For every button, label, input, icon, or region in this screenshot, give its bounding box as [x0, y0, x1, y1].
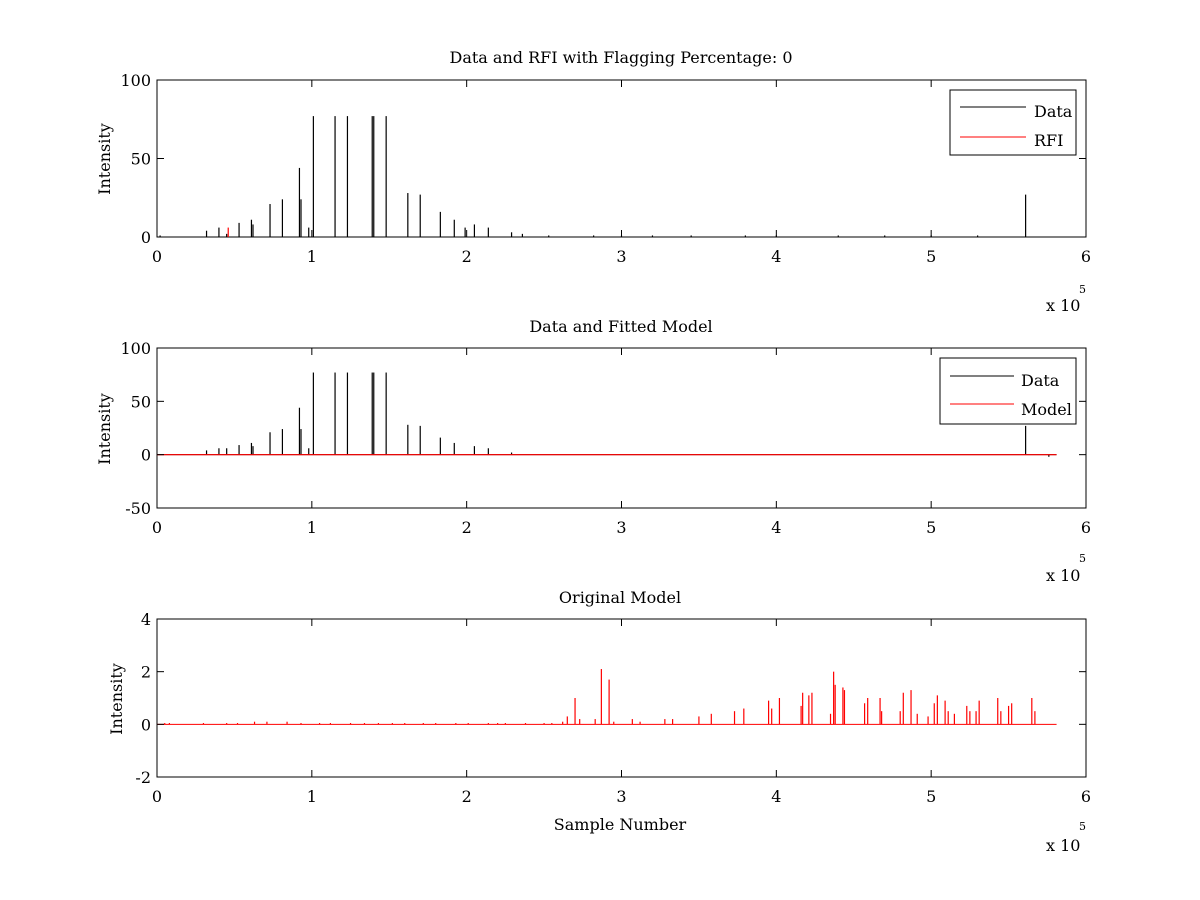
y-tick-label: 0 — [141, 446, 151, 465]
y-tick-label: -2 — [135, 768, 151, 787]
y-tick-label: 100 — [120, 339, 151, 358]
plot-area — [156, 79, 1087, 238]
legend-label-model: Model — [1021, 400, 1072, 419]
legend: Data RFI — [949, 89, 1077, 156]
x-axis-label: Sample Number — [554, 815, 687, 834]
x-tick-label: 2 — [462, 787, 472, 806]
x-multiplier-base: x 10 — [1046, 296, 1080, 315]
x-tick-label: 1 — [307, 518, 317, 537]
series-marks — [157, 669, 1057, 725]
chart-title: Original Model — [559, 588, 681, 607]
x-tick-label: 6 — [1081, 787, 1091, 806]
legend-label-data: Data — [1034, 102, 1073, 121]
x-tick-label: 1 — [307, 247, 317, 266]
y-tick-label: 4 — [141, 610, 151, 629]
y-tick-label: 100 — [120, 71, 151, 90]
x-tick-label: 4 — [771, 518, 781, 537]
x-multiplier-exponent: 5 — [1079, 820, 1086, 833]
x-tick-label: 5 — [926, 787, 936, 806]
x-tick-label: 3 — [616, 518, 626, 537]
x-tick-label: 2 — [462, 247, 472, 266]
panel-rfi: Data and RFI with Flagging Percentage: 0… — [95, 48, 1091, 315]
x-tick-label: 0 — [152, 247, 162, 266]
y-tick-label: -50 — [125, 499, 151, 518]
x-tick-label: 4 — [771, 247, 781, 266]
x-multiplier-base: x 10 — [1046, 566, 1080, 585]
x-multiplier-exponent: 5 — [1079, 283, 1086, 296]
x-multiplier-exponent: 5 — [1079, 552, 1086, 565]
y-tick-label: 0 — [141, 715, 151, 734]
x-multiplier-base: x 10 — [1046, 836, 1080, 855]
x-tick-label: 5 — [926, 518, 936, 537]
y-tick-label: 2 — [141, 663, 151, 682]
chart-title: Data and RFI with Flagging Percentage: 0 — [449, 48, 792, 67]
x-tick-label: 6 — [1081, 247, 1091, 266]
y-axis-label: Intensity — [95, 393, 114, 465]
y-tick-label: 50 — [131, 150, 151, 169]
x-tick-label: 6 — [1081, 518, 1091, 537]
legend: Data Model — [939, 357, 1077, 425]
y-axis-label: Intensity — [107, 663, 126, 735]
y-axis-label: Intensity — [95, 123, 114, 195]
x-tick-label: 0 — [152, 518, 162, 537]
legend-label-rfi: RFI — [1034, 131, 1063, 150]
series-marks — [157, 372, 1057, 457]
plot-area — [156, 347, 1087, 509]
chart-title: Data and Fitted Model — [529, 317, 712, 336]
legend-box — [949, 89, 1077, 156]
legend-box — [939, 357, 1077, 425]
plot-area — [156, 618, 1087, 778]
axis-ticks: 0 1 2 3 4 5 6 0 50 100 — [120, 71, 1091, 266]
x-tick-label: 3 — [616, 247, 626, 266]
x-tick-label: 4 — [771, 787, 781, 806]
y-tick-label: 0 — [141, 228, 151, 247]
x-tick-label: 0 — [152, 787, 162, 806]
legend-label-data: Data — [1021, 371, 1060, 390]
y-tick-label: 50 — [131, 392, 151, 411]
x-tick-label: 1 — [307, 787, 317, 806]
series-marks — [157, 116, 1057, 238]
panel-fitted-model: Data and Fitted Model Intensity 0 1 2 3 4 5 6 -… — [95, 317, 1091, 585]
x-tick-label: 3 — [616, 787, 626, 806]
x-tick-label: 5 — [926, 247, 936, 266]
x-tick-label: 2 — [462, 518, 472, 537]
